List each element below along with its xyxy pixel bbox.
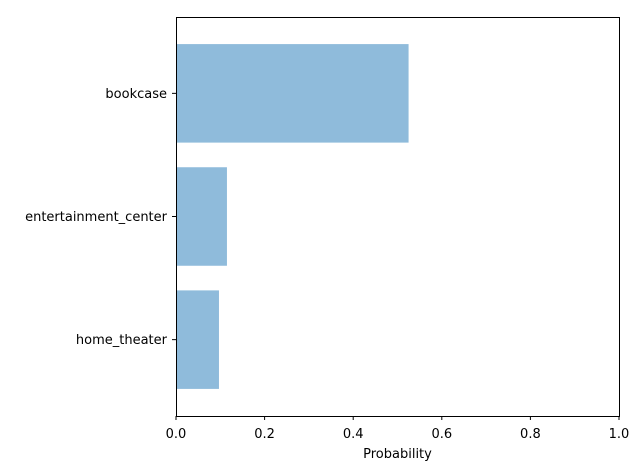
bar-bookcase [176,44,409,143]
x-axis-ticks: 0.0 0.2 0.4 0.6 0.8 1.0 [166,416,630,442]
x-axis-label: Probability [363,447,432,462]
x-tick-label: 0.2 [254,427,275,442]
axes-frame [176,17,620,417]
y-tick-label-home-theater: home_theater [76,333,168,348]
y-axis-ticks: bookcase entertainment_center home_theater [25,87,176,348]
x-tick-label: 0.0 [166,427,187,442]
x-tick-label: 0.6 [431,427,452,442]
bar-entertainment-center [176,167,227,266]
bars-group [176,44,409,389]
x-tick-label: 0.8 [520,427,541,442]
x-tick-label: 1.0 [609,427,630,442]
y-tick-label-bookcase: bookcase [105,87,167,102]
bar-home-theater [176,290,219,389]
y-tick-label-entertainment-center: entertainment_center [25,210,168,225]
x-tick-label: 0.4 [343,427,364,442]
